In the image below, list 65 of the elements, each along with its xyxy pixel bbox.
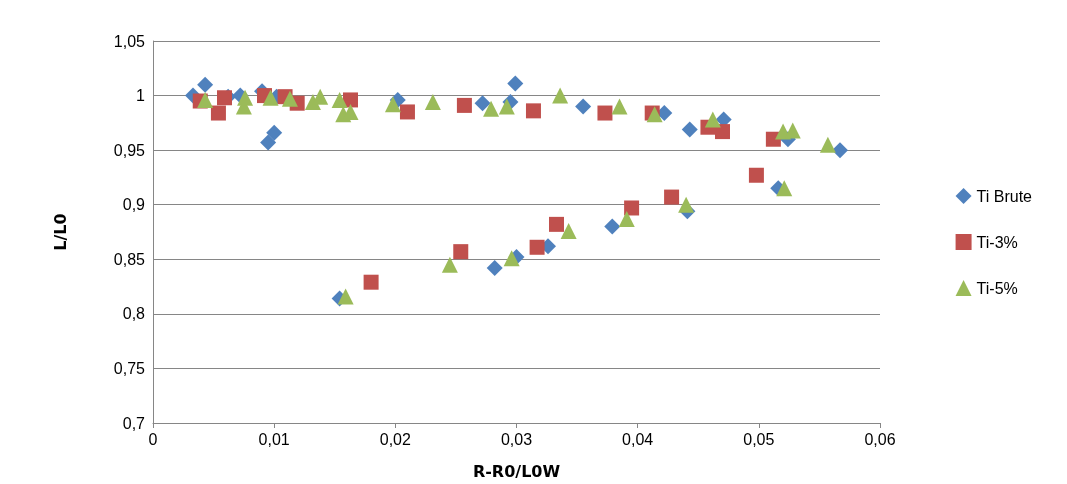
point	[618, 210, 635, 227]
point	[575, 98, 592, 115]
point	[525, 103, 541, 119]
point	[216, 90, 232, 106]
y-tick-label: 0,85	[113, 250, 146, 268]
point	[210, 105, 226, 121]
point	[776, 180, 793, 197]
point	[681, 121, 698, 138]
x-tick-label: 0,02	[379, 430, 412, 448]
point	[624, 200, 640, 216]
point	[529, 239, 545, 255]
point	[337, 288, 354, 305]
point	[424, 94, 441, 111]
y-tick-label: 0,8	[122, 305, 146, 323]
point	[704, 111, 721, 128]
point	[384, 96, 401, 113]
point	[832, 142, 849, 159]
x-tick-label: 0,06	[864, 430, 896, 448]
x-tick-label: 0,04	[622, 430, 654, 448]
x-tick-label: 0,05	[743, 430, 775, 448]
x-tick-label: 0,03	[500, 430, 533, 448]
point	[611, 98, 628, 115]
point	[507, 75, 524, 92]
point	[819, 136, 836, 153]
point	[486, 260, 503, 277]
point	[260, 134, 277, 151]
point	[197, 76, 214, 93]
y-tick-label: 0,95	[113, 141, 146, 159]
y-tick-label: 0,7	[122, 414, 146, 432]
point	[331, 91, 348, 108]
point	[664, 189, 680, 205]
point	[262, 89, 279, 106]
point	[343, 92, 358, 108]
point	[474, 95, 491, 112]
point	[560, 222, 577, 239]
point	[714, 124, 730, 140]
point	[748, 167, 764, 183]
point	[281, 90, 298, 107]
legend-label: Ti Brute	[976, 187, 1033, 205]
y-tick-label: 0,9	[122, 196, 146, 214]
point	[237, 89, 254, 106]
point	[678, 196, 695, 213]
point	[441, 256, 458, 273]
point	[266, 124, 283, 141]
point	[453, 244, 469, 260]
y-axis-title: L/L0	[50, 213, 70, 251]
point	[604, 218, 621, 235]
x-axis-title: R-R0/L0W	[472, 461, 561, 481]
y-tick-label: 1	[136, 87, 146, 105]
point	[552, 87, 569, 104]
x-tick-label: 0,01	[258, 430, 290, 448]
point	[399, 104, 415, 120]
y-tick-label: 0,75	[113, 359, 146, 377]
point	[363, 274, 379, 290]
point	[498, 98, 515, 115]
point	[197, 91, 214, 108]
y-tick-label: 1,05	[113, 32, 146, 50]
legend-label: Ti-5%	[976, 279, 1018, 297]
x-tick-label: 0	[148, 430, 158, 448]
point	[456, 97, 472, 113]
point	[483, 100, 500, 117]
point	[503, 250, 520, 267]
point	[548, 216, 564, 232]
point	[597, 105, 613, 121]
legend-label: Ti-3%	[976, 233, 1018, 251]
